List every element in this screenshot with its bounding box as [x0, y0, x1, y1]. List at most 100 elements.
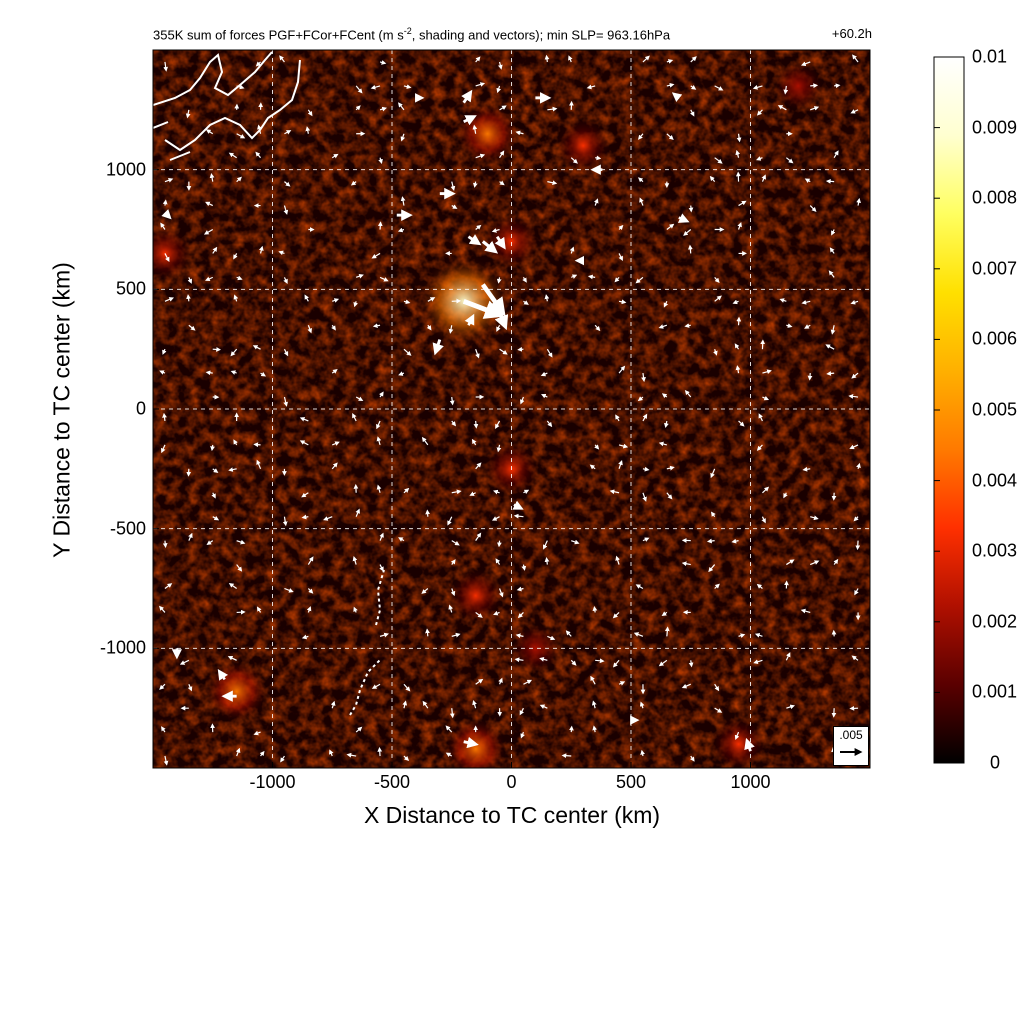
vector-arrow-small [736, 133, 742, 143]
vector-arrow-small [523, 300, 529, 305]
vector-field [158, 54, 862, 766]
vector-arrow-small [162, 412, 167, 422]
vector-arrow-small [379, 632, 389, 638]
vector-arrow-small [475, 348, 480, 359]
vector-arrow-small [762, 486, 770, 494]
vector-arrow-small [848, 394, 859, 399]
vector-arrow-small [738, 420, 745, 427]
vector-arrow-small [592, 605, 598, 613]
vector-arrow-small [615, 414, 620, 422]
vector-arrow-small [714, 157, 723, 164]
vector-arrow-small [810, 515, 819, 521]
vector-arrow-small [642, 492, 647, 502]
vector-arrow [512, 500, 524, 510]
vector-arrow-small [472, 181, 478, 188]
vector-arrow-small [159, 683, 166, 690]
vector-arrow-small [785, 157, 794, 164]
vector-arrow-small [475, 224, 482, 230]
vector-arrow-small [810, 106, 820, 111]
x-tick-label: -500 [373, 772, 411, 792]
vector-arrow-small [346, 752, 357, 758]
vector-arrow-small [400, 133, 406, 142]
vector-arrow-small [352, 413, 357, 422]
forecast-time: +60.2h [831, 26, 872, 41]
vector-arrow-small [756, 156, 763, 161]
vector-arrow-small [278, 250, 285, 256]
vector-arrow-small [689, 755, 695, 762]
vector-arrow-small [684, 323, 691, 328]
vector-arrow [217, 668, 229, 681]
vector-arrow-small [514, 657, 524, 663]
vector-arrow-small [475, 153, 486, 159]
vector-arrow-small [472, 699, 477, 709]
vector-arrow-small [498, 588, 504, 598]
vector-arrow-small [758, 413, 763, 422]
vector-arrow-small [376, 420, 381, 430]
vector-arrow-small [658, 441, 668, 447]
vector-arrow [480, 283, 506, 317]
colorbar-tick-label: 0.002 [972, 611, 1018, 632]
vector-arrow-small [331, 368, 338, 374]
vector-arrow-small [658, 324, 668, 329]
vector-arrow [494, 235, 506, 250]
vector-arrow-small [491, 516, 500, 521]
vector-arrow-small [544, 54, 550, 63]
vector-arrow-small [233, 294, 239, 302]
vector-arrow-small [331, 324, 336, 331]
vector-arrow-small [253, 730, 261, 736]
vector-arrow-small [854, 588, 859, 596]
vector-arrow-small [163, 755, 169, 766]
field-hotspot [448, 568, 503, 623]
vector-arrow-small [371, 252, 381, 259]
vector-arrow-small [856, 462, 861, 470]
vector-arrow-small [690, 56, 697, 63]
field-hotspot [457, 103, 518, 164]
vector-arrow-small [523, 489, 530, 495]
vector-arrow-small [403, 299, 411, 305]
vector-arrow-small [851, 372, 859, 379]
vector-arrow-small [515, 130, 524, 136]
y-tick-label: 500 [115, 278, 146, 299]
vector-arrow-small [447, 516, 453, 526]
vector-arrow-small [786, 704, 795, 710]
vector-arrow-small [785, 652, 791, 661]
vector-arrow-small [400, 196, 406, 206]
vector-arrow-small [762, 395, 770, 401]
vector-arrow-small [162, 199, 168, 206]
vector-arrow [161, 209, 172, 220]
vector-arrow-small [714, 683, 720, 692]
vector-arrow [461, 89, 473, 104]
vector-arrow-small [642, 537, 650, 542]
vector-arrow-small [448, 604, 453, 613]
vector-arrow-small [618, 253, 623, 262]
vector-arrow-small [499, 150, 505, 159]
vector-arrow-small [633, 632, 644, 637]
vector-arrow-small [496, 444, 502, 453]
vector-arrow-small [753, 659, 763, 665]
vector-arrow-small [188, 324, 196, 331]
vector-arrow-small [159, 370, 166, 375]
vector-arrow-small [355, 508, 360, 517]
vector-arrow-small [800, 608, 811, 614]
vector-arrow-small [638, 177, 644, 183]
vector-arrow-small [206, 540, 214, 546]
vector-arrow-small [521, 564, 527, 571]
vector-arrow-small [260, 371, 267, 377]
vector-arrow-small [731, 538, 739, 544]
vector-arrow-small [801, 61, 811, 67]
vector-arrow-small [450, 559, 456, 565]
vector-arrow-small [284, 181, 291, 187]
vector-arrow-small [425, 628, 430, 637]
vector-arrow-small [801, 299, 811, 305]
vector-arrow-small [301, 514, 309, 520]
vector-arrow-small [498, 61, 503, 70]
vector-arrow-small [160, 222, 166, 230]
vector-arrow-small [299, 440, 309, 446]
vector-arrow-small [539, 704, 548, 709]
vector-arrow-small [546, 348, 553, 358]
vector-arrow-small [735, 149, 741, 158]
vector-arrow-small [283, 348, 289, 357]
vector-arrow-small [403, 755, 410, 762]
colorbar-tick-label: 0.001 [972, 681, 1018, 702]
vector-arrow-small [475, 611, 483, 618]
